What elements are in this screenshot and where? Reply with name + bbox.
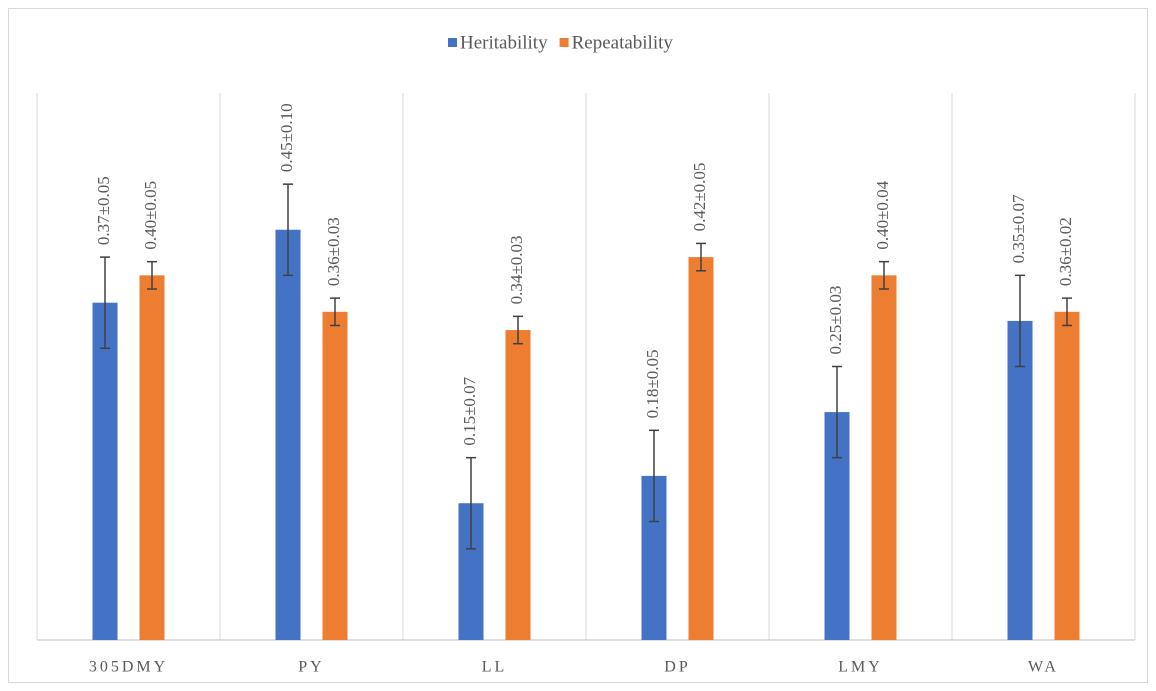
- legend-label: Heritability: [460, 32, 548, 53]
- bar: [92, 302, 118, 640]
- error-bar: [696, 242, 706, 272]
- bar: [871, 275, 897, 640]
- error-bar: [100, 256, 110, 350]
- value-label: 0.40±0.05: [141, 181, 160, 250]
- legend-swatch: [448, 38, 457, 47]
- error-bar: [1015, 274, 1025, 368]
- value-label: 0.40±0.04: [873, 180, 892, 249]
- bar: [1007, 320, 1033, 640]
- error-bar: [147, 260, 157, 290]
- bar: [688, 257, 714, 640]
- value-label: 0.25±0.03: [826, 286, 845, 355]
- value-label: 0.36±0.03: [324, 217, 343, 286]
- error-bar: [283, 183, 293, 277]
- error-bar: [1062, 297, 1072, 327]
- value-label: 0.42±0.05: [690, 163, 709, 232]
- error-bar: [832, 365, 842, 459]
- value-label: 0.15±0.07: [460, 376, 479, 445]
- chart-border: [8, 8, 1148, 683]
- bar: [275, 229, 301, 640]
- x-tick-label: PY: [298, 659, 324, 676]
- x-tick-label: LMY: [838, 659, 883, 676]
- error-bar: [649, 429, 659, 523]
- bar: [1054, 311, 1080, 640]
- value-label: 0.18±0.05: [643, 349, 662, 418]
- value-label: 0.34±0.03: [507, 236, 526, 305]
- error-bar: [513, 315, 523, 345]
- legend-label: Repeatability: [572, 32, 674, 53]
- x-tick-label: DP: [664, 659, 690, 676]
- bar: [505, 330, 531, 640]
- legend-swatch: [559, 38, 569, 47]
- value-label: 0.36±0.02: [1056, 217, 1075, 286]
- error-bar: [879, 260, 889, 290]
- bar: [322, 311, 348, 640]
- bar: [139, 275, 165, 640]
- x-tick-label: LL: [482, 659, 508, 676]
- error-bar: [330, 297, 340, 327]
- error-bar: [466, 456, 476, 550]
- value-label: 0.37±0.05: [94, 176, 113, 245]
- x-tick-label: 305DMY: [89, 659, 168, 676]
- x-tick-label: WA: [1028, 659, 1059, 676]
- value-label: 0.35±0.07: [1009, 194, 1028, 263]
- value-label: 0.45±0.10: [277, 103, 296, 172]
